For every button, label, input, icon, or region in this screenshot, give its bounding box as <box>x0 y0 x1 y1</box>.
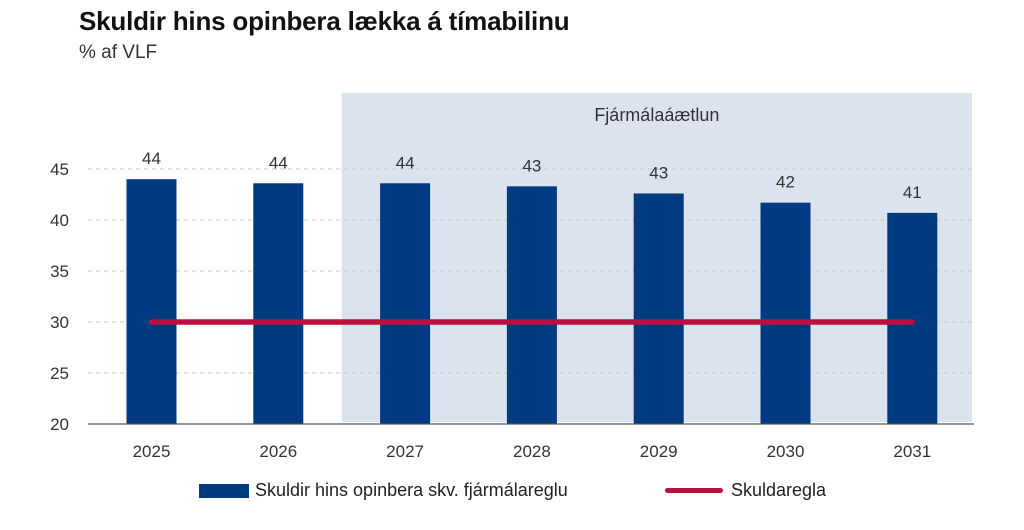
y-tick-label-40: 40 <box>50 211 69 230</box>
x-tick-label-2027: 2027 <box>386 442 424 461</box>
bar-2027 <box>380 183 431 424</box>
bar-2025 <box>126 179 177 424</box>
legend-item-debt: Skuldir hins opinbera skv. fjármálareglu <box>199 480 568 501</box>
x-tick-label-2028: 2028 <box>513 442 551 461</box>
bar-2030 <box>760 202 811 424</box>
data-label-2031: 41 <box>903 183 922 202</box>
data-label-2025: 44 <box>142 149 161 168</box>
bar-2031 <box>887 212 938 424</box>
y-tick-label-45: 45 <box>50 160 69 179</box>
legend-swatch-bar <box>199 483 249 498</box>
x-tick-label-2025: 2025 <box>133 442 171 461</box>
x-tick-label-2029: 2029 <box>640 442 678 461</box>
data-label-2029: 43 <box>649 163 668 182</box>
x-tick-label-2026: 2026 <box>259 442 297 461</box>
legend-swatch-line <box>665 488 723 493</box>
y-tick-label-25: 25 <box>50 364 69 383</box>
forecast-region-label: Fjármálaáætlun <box>594 105 719 125</box>
legend-label-debt-rule: Skuldaregla <box>731 480 827 500</box>
bar-2029 <box>633 193 684 424</box>
data-label-2026: 44 <box>269 153 288 172</box>
bar-2026 <box>253 183 304 424</box>
legend: Skuldir hins opinbera skv. fjármálareglu… <box>0 480 1024 508</box>
data-label-2030: 42 <box>776 173 795 192</box>
y-tick-label-35: 35 <box>50 262 69 281</box>
data-label-2028: 43 <box>522 156 541 175</box>
y-tick-label-20: 20 <box>50 415 69 434</box>
legend-item-debt-rule: Skuldaregla <box>665 480 826 501</box>
chart-subtitle: % af VLF <box>79 42 158 63</box>
data-label-2027: 44 <box>396 153 415 172</box>
y-tick-label-30: 30 <box>50 313 69 332</box>
chart-title: Skuldir hins opinbera lækka á tímabilinu <box>79 6 570 36</box>
legend-label-debt: Skuldir hins opinbera skv. fjármálareglu <box>255 480 568 500</box>
x-tick-label-2030: 2030 <box>767 442 805 461</box>
x-tick-label-2031: 2031 <box>893 442 931 461</box>
bar-2028 <box>506 186 557 424</box>
